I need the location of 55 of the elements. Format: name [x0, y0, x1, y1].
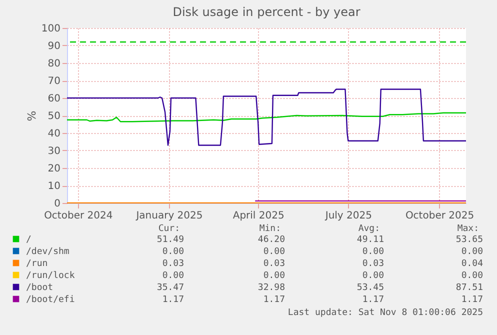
text: Max:: [457, 224, 479, 234]
line-series: [66, 88, 467, 146]
text: 0.03: [162, 259, 184, 269]
text: 0.00: [162, 247, 184, 257]
y-tick-label: 20: [48, 164, 60, 174]
x-tick-label: October 2024: [44, 210, 113, 222]
text: 49.11: [356, 235, 384, 245]
text: 53.65: [456, 235, 483, 245]
text: 46.20: [258, 235, 285, 245]
y-tick-label: 50: [48, 111, 60, 122]
y-tick-label: 90: [48, 41, 60, 52]
x-tick-label: January 2025: [135, 210, 203, 222]
text: Cur:: [158, 224, 180, 234]
y-axis-title: %: [25, 110, 38, 122]
text: 0.00: [362, 271, 384, 281]
text: 0.00: [461, 247, 483, 257]
text: Min:: [259, 224, 281, 234]
y-tick-label: 30: [48, 146, 60, 157]
legend-label: /dev/shm: [26, 247, 70, 257]
line-series: [66, 112, 467, 122]
text: Avg:: [358, 224, 380, 234]
text: 1.17: [263, 295, 285, 305]
text: 0.03: [362, 259, 384, 269]
text: Last update: Sat Nov 8 01:00:06 2025: [288, 308, 483, 318]
y-tick-label: 70: [48, 76, 60, 87]
text: 1.17: [461, 295, 483, 305]
text: 0.00: [263, 247, 285, 257]
text: 0.00: [162, 271, 184, 281]
chart-title: Disk usage in percent - by year: [172, 5, 360, 19]
text: 0.00: [362, 247, 384, 257]
text: 0.04: [461, 259, 483, 269]
x-tick-label: October 2025: [405, 210, 474, 222]
legend-label: /boot/efi: [26, 295, 75, 305]
y-tick-label: 40: [48, 128, 60, 140]
text: 32.98: [258, 283, 285, 293]
text: 1.17: [362, 295, 384, 305]
x-tick-label: July 2025: [324, 210, 372, 222]
legend-label: /boot: [26, 283, 54, 293]
text: 51.49: [156, 235, 184, 245]
legend-label: /run: [26, 259, 48, 269]
y-tick-label: 80: [48, 58, 60, 70]
y-tick-label: 0: [54, 198, 60, 210]
text: 0.00: [263, 271, 285, 281]
text: 53.45: [356, 283, 384, 293]
text: 87.51: [456, 283, 483, 293]
text: 1.17: [162, 295, 184, 305]
text: 35.47: [156, 283, 184, 293]
text: 0.03: [263, 259, 285, 269]
y-tick-label: 100: [41, 24, 60, 34]
legend-label: /: [26, 235, 32, 245]
legend-label: /run/lock: [26, 271, 76, 281]
x-tick-label: April 2025: [232, 210, 284, 222]
text: 0.00: [461, 271, 483, 281]
y-tick-label: 10: [48, 181, 60, 192]
y-tick-label: 60: [48, 94, 60, 104]
